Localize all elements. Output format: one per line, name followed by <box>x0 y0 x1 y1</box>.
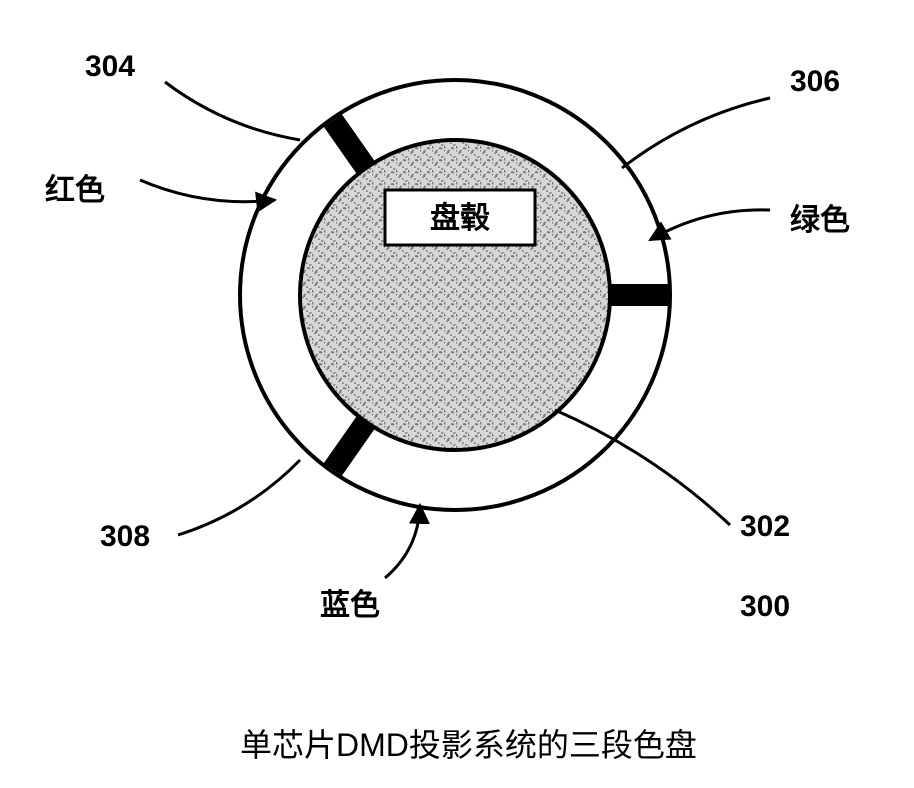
label-304: 304 <box>85 50 135 84</box>
label-green: 绿色 <box>790 195 850 239</box>
label-308: 308 <box>100 520 150 554</box>
label-red: 红色 <box>45 165 105 209</box>
label-302: 302 <box>740 510 790 544</box>
label-blue: 蓝色 <box>320 580 380 624</box>
svg-text:盘毂: 盘毂 <box>430 201 490 235</box>
diagram-canvas: 盘毂 304 红色 306 绿色 308 蓝色 302 300 单芯片DMD投影… <box>0 0 914 783</box>
figure-caption: 单芯片DMD投影系统的三段色盘 <box>240 720 697 766</box>
label-306: 306 <box>790 65 840 99</box>
label-300: 300 <box>740 590 790 624</box>
wheel-svg: 盘毂 <box>0 0 914 783</box>
